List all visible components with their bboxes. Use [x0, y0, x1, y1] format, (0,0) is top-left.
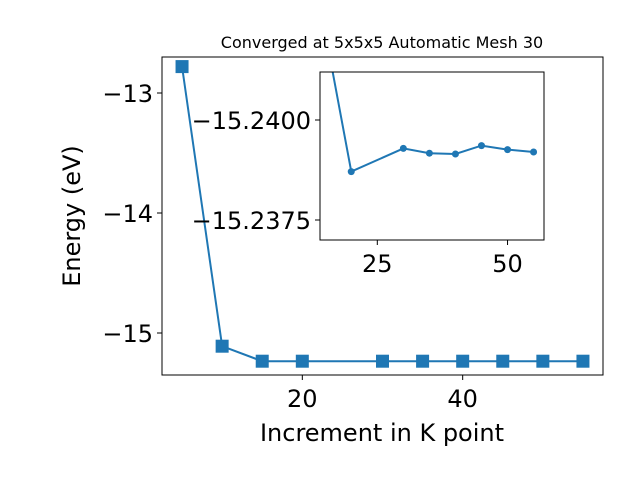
data-point [255, 354, 269, 368]
data-point [530, 148, 538, 156]
data-point [425, 149, 433, 157]
y-tick-label: −15 [102, 320, 153, 348]
x-tick-label: 50 [492, 250, 523, 278]
inset-axes: 25 50 −15.2400 −15.2375 [192, 71, 545, 278]
main-axes: Converged at 5x5x5 Automatic Mesh 30 20 4… [58, 33, 604, 447]
y-tick-label: −15.2375 [192, 207, 311, 235]
data-point [399, 144, 407, 152]
inset-background [320, 72, 544, 240]
data-point [576, 354, 590, 368]
data-point [536, 354, 550, 368]
main-x-ticks: 20 40 [287, 375, 478, 413]
y-tick-label: −15.2400 [192, 107, 311, 135]
data-point [456, 354, 470, 368]
data-point [451, 150, 459, 158]
inset-plot-frame [319, 71, 545, 241]
data-point [347, 168, 355, 176]
data-point [477, 142, 485, 150]
data-point [295, 354, 309, 368]
y-tick-label: −13 [102, 80, 153, 108]
main-plot-frame [161, 56, 604, 376]
main-plot-area [175, 60, 590, 368]
x-tick-label: 40 [447, 385, 478, 413]
x-tick-label: 20 [287, 385, 318, 413]
series-line [331, 72, 534, 174]
inset-plot-area [331, 72, 538, 176]
series-line [181, 66, 583, 363]
data-point [504, 146, 512, 154]
data-point [496, 354, 510, 368]
chart-title: Converged at 5x5x5 Automatic Mesh 30 [221, 33, 543, 52]
x-axis-label: Increment in K point [260, 419, 504, 447]
inset-y-ticks: −15.2400 −15.2375 [192, 107, 320, 235]
x-tick-label: 25 [362, 250, 393, 278]
data-point [215, 339, 229, 353]
y-axis-label: Energy (eV) [58, 145, 86, 287]
data-point [175, 60, 189, 74]
inset-x-ticks: 25 50 [362, 240, 523, 278]
main-y-ticks: −13 −14 −15 [102, 80, 162, 348]
data-point [376, 354, 389, 368]
data-point [416, 354, 430, 368]
y-tick-label: −14 [102, 200, 153, 228]
